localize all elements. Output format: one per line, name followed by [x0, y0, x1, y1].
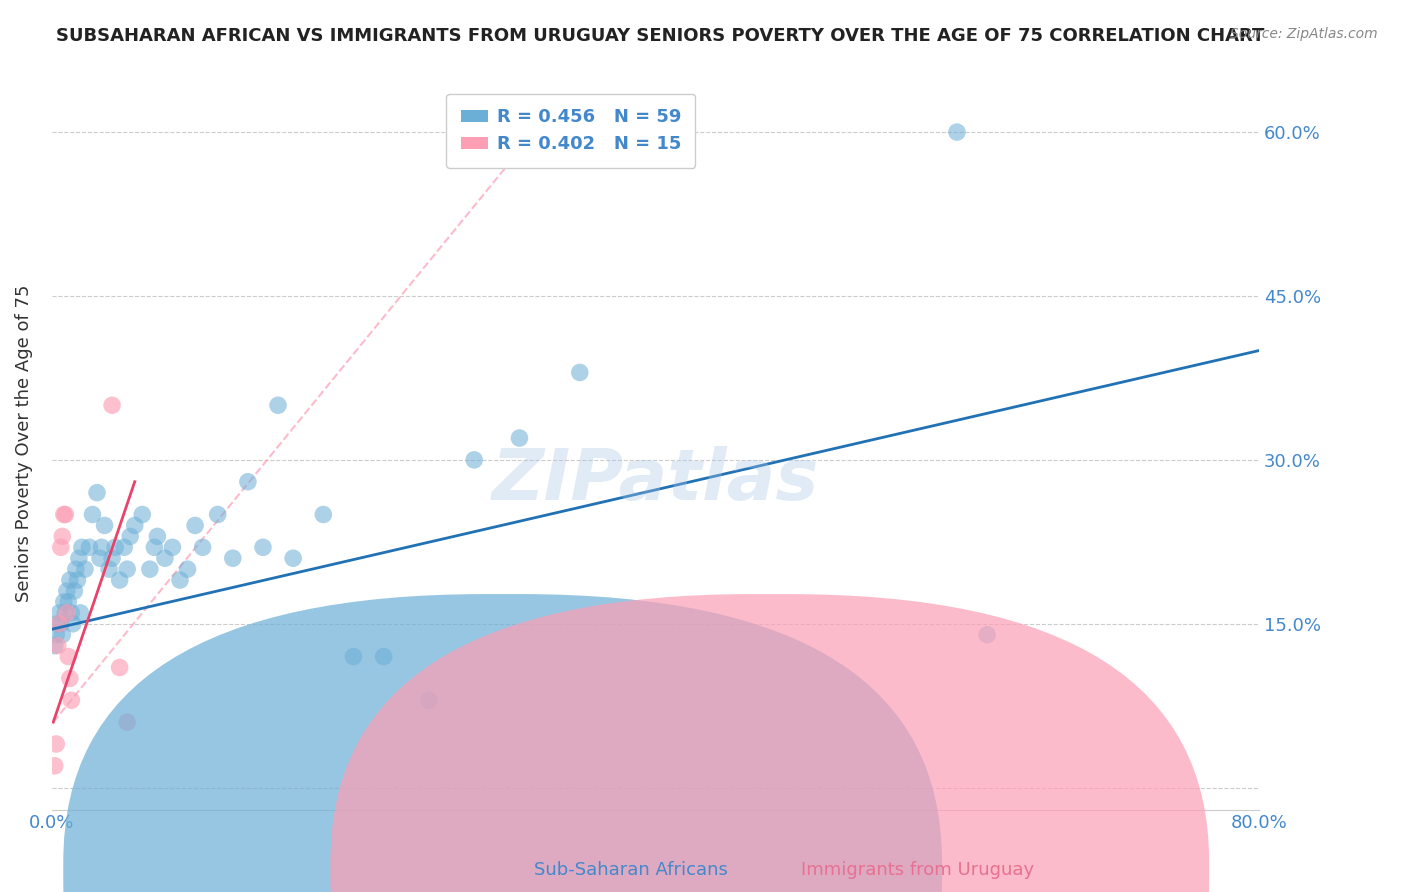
Point — [58, 595, 80, 609]
Point — [45, 628, 67, 642]
Point — [44, 639, 66, 653]
Point — [236, 475, 259, 489]
Point — [153, 551, 176, 566]
Point — [93, 518, 115, 533]
Point — [115, 562, 138, 576]
Point — [49, 616, 72, 631]
Point — [146, 529, 169, 543]
Point — [101, 398, 124, 412]
Point — [63, 584, 86, 599]
Point — [207, 508, 229, 522]
Point — [115, 715, 138, 730]
Point — [65, 562, 87, 576]
Point — [508, 431, 530, 445]
Point — [48, 616, 70, 631]
Point — [44, 759, 66, 773]
Point — [568, 366, 591, 380]
Point — [143, 541, 166, 555]
Point — [90, 541, 112, 555]
Point — [191, 541, 214, 555]
Point — [59, 573, 82, 587]
Point — [108, 660, 131, 674]
Point — [267, 398, 290, 412]
Point — [124, 518, 146, 533]
Point — [139, 562, 162, 576]
Point — [66, 573, 89, 587]
Point — [162, 541, 184, 555]
Text: Source: ZipAtlas.com: Source: ZipAtlas.com — [1230, 27, 1378, 41]
Point — [53, 606, 76, 620]
Point — [222, 551, 245, 566]
Point — [79, 541, 101, 555]
Point — [46, 616, 69, 631]
Point — [946, 125, 969, 139]
Point — [51, 628, 73, 642]
Point — [48, 606, 70, 620]
Point — [46, 639, 69, 653]
Point — [45, 737, 67, 751]
Point — [169, 573, 191, 587]
Point — [56, 584, 79, 599]
Point — [89, 551, 111, 566]
Point — [59, 672, 82, 686]
Point — [62, 616, 84, 631]
Point — [58, 649, 80, 664]
Text: Immigrants from Uruguay: Immigrants from Uruguay — [801, 861, 1035, 879]
Point — [82, 508, 104, 522]
Point — [112, 541, 135, 555]
Y-axis label: Seniors Poverty Over the Age of 75: Seniors Poverty Over the Age of 75 — [15, 285, 32, 602]
Point — [104, 541, 127, 555]
Legend: R = 0.456   N = 59, R = 0.402   N = 15: R = 0.456 N = 59, R = 0.402 N = 15 — [446, 94, 696, 168]
Point — [184, 518, 207, 533]
Point — [52, 508, 75, 522]
Point — [108, 573, 131, 587]
Point — [312, 508, 335, 522]
Point — [131, 508, 153, 522]
Point — [463, 453, 485, 467]
Point — [418, 693, 440, 707]
Point — [60, 606, 83, 620]
Point — [56, 606, 79, 620]
Text: ZIPatlas: ZIPatlas — [492, 446, 818, 515]
Point — [53, 508, 76, 522]
Point — [49, 541, 72, 555]
Point — [73, 562, 96, 576]
Point — [86, 485, 108, 500]
Point — [252, 541, 274, 555]
Point — [120, 529, 142, 543]
Point — [60, 693, 83, 707]
Point — [101, 551, 124, 566]
Point — [52, 595, 75, 609]
Point — [69, 606, 91, 620]
Point — [342, 649, 364, 664]
Point — [281, 551, 304, 566]
Point — [373, 649, 395, 664]
Point — [70, 541, 93, 555]
Point — [976, 628, 998, 642]
Point — [51, 529, 73, 543]
Point — [176, 562, 198, 576]
Text: Sub-Saharan Africans: Sub-Saharan Africans — [534, 861, 728, 879]
Point — [67, 551, 90, 566]
Point — [98, 562, 121, 576]
Text: SUBSAHARAN AFRICAN VS IMMIGRANTS FROM URUGUAY SENIORS POVERTY OVER THE AGE OF 75: SUBSAHARAN AFRICAN VS IMMIGRANTS FROM UR… — [56, 27, 1264, 45]
